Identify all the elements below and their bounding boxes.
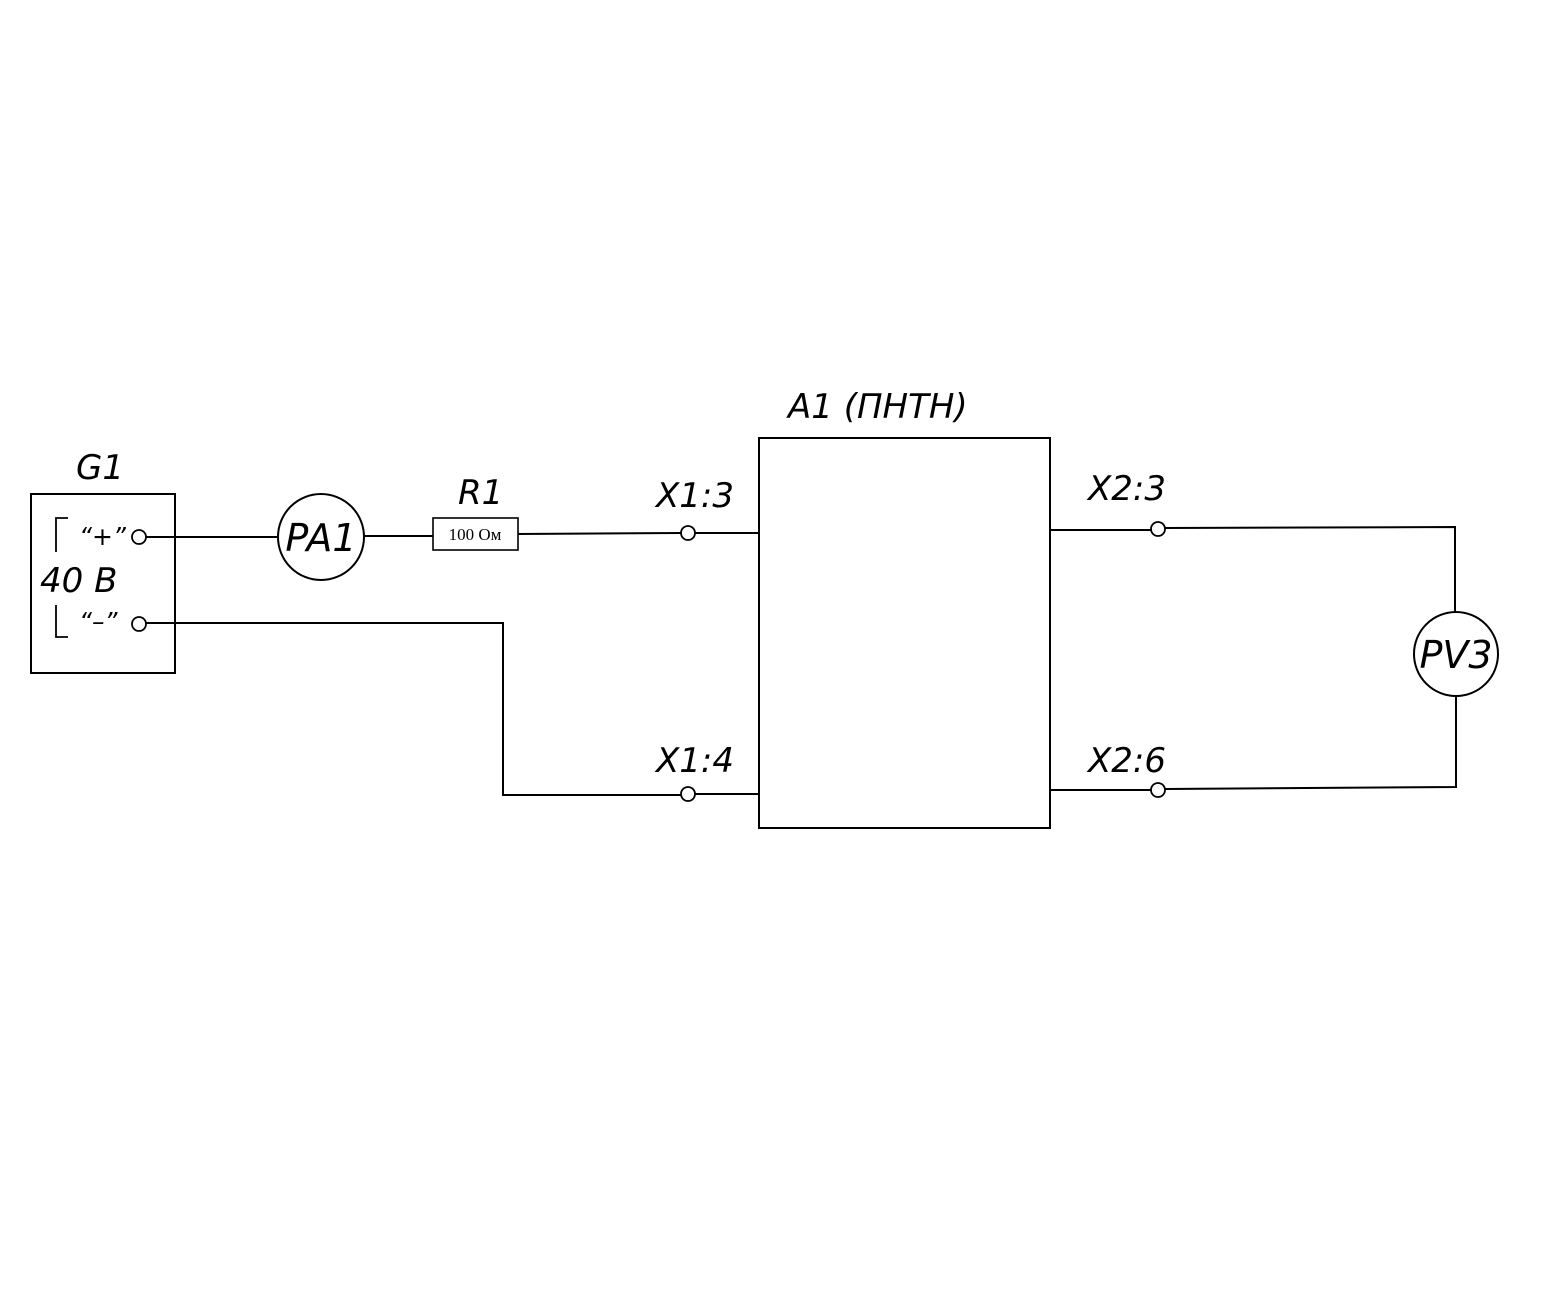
source-plus-terminal [131,529,147,545]
source-plus-label: “+” [79,522,127,551]
terminal-x1-3-pin [680,525,696,541]
wire-r1-to-x1-3 [517,532,683,535]
converter-label: A1 (ПНТН) [786,387,968,427]
converter-a1: A1 (ПНТН) [758,387,1051,829]
converter-box [758,437,1051,829]
resistor-value: 100 Ом [449,525,502,544]
ammeter-circle [277,493,365,581]
source-label: G1 [76,448,124,488]
wire-x2-6-to-pv3 [1164,696,1457,790]
source-minus-label: “–” [79,607,118,636]
source-minus-terminal [131,616,147,632]
wires [146,525,1457,796]
terminal-x2-3: X2:3 [1086,469,1166,537]
wire-minus-to-x1-4 [146,622,682,796]
terminal-x2-6: X2:6 [1086,741,1166,798]
terminal-x2-6-label: X2:6 [1086,741,1166,781]
resistor-body [432,517,519,551]
source-bracket-top [55,517,68,552]
terminal-x1-4-label: X1:4 [654,741,734,781]
ammeter-label: PA1 [285,516,356,560]
terminal-x1-4-pin [680,786,696,802]
source-g1: G1 “+” 40 В “–” [30,448,176,674]
terminal-x2-6-pin [1150,782,1166,798]
voltmeter-circle [1413,611,1499,697]
terminal-x1-4: X1:4 [654,741,734,802]
terminal-x1-3: X1:3 [654,476,734,541]
terminal-x2-3-label: X2:3 [1086,469,1166,509]
voltmeter-label: PV3 [1419,633,1492,677]
terminal-x1-3-label: X1:3 [654,476,734,516]
terminal-x2-3-pin [1150,521,1166,537]
source-bracket-bottom [55,605,68,638]
source-box [30,493,176,674]
voltmeter-pv3: PV3 [1413,611,1499,697]
resistor-label: R1 [458,473,503,513]
wire-x2-3-to-pv3 [1164,525,1456,612]
ammeter-pa1: PA1 [277,493,365,581]
source-voltage-label: 40 В [40,561,117,601]
resistor-r1: R1 100 Ом [432,473,519,551]
